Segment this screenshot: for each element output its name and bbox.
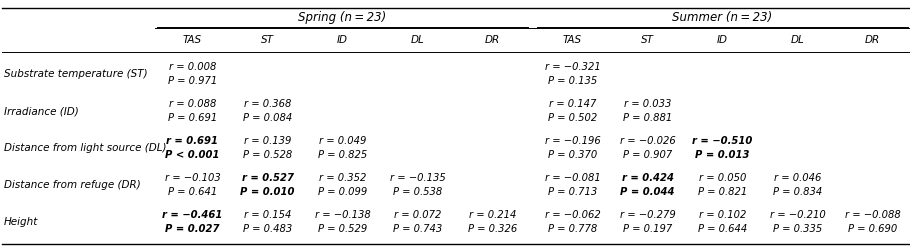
Text: Distance from light source (DL): Distance from light source (DL) <box>4 143 167 153</box>
Text: P = 0.084: P = 0.084 <box>243 113 292 123</box>
Text: r = 0.147: r = 0.147 <box>549 99 596 109</box>
Text: r = 0.050: r = 0.050 <box>699 173 746 183</box>
Text: P = 0.335: P = 0.335 <box>773 224 822 234</box>
Text: P < 0.001: P < 0.001 <box>166 150 219 160</box>
Text: Summer (n = 23): Summer (n = 23) <box>672 11 773 25</box>
Text: r = 0.424: r = 0.424 <box>622 173 673 183</box>
Text: r = 0.139: r = 0.139 <box>244 136 291 146</box>
Text: Substrate temperature (ST): Substrate temperature (ST) <box>4 69 147 79</box>
Text: P = 0.644: P = 0.644 <box>698 224 747 234</box>
Text: P = 0.881: P = 0.881 <box>622 113 672 123</box>
Text: ID: ID <box>337 35 348 45</box>
Text: r = 0.088: r = 0.088 <box>169 99 217 109</box>
Text: P = 0.971: P = 0.971 <box>167 76 217 86</box>
Text: r = 0.154: r = 0.154 <box>244 210 291 220</box>
Text: P = 0.538: P = 0.538 <box>393 187 442 197</box>
Text: r = 0.352: r = 0.352 <box>318 173 366 183</box>
Text: r = −0.196: r = −0.196 <box>544 136 601 146</box>
Text: P = 0.528: P = 0.528 <box>243 150 292 160</box>
Text: P = 0.529: P = 0.529 <box>318 224 367 234</box>
Text: P = 0.370: P = 0.370 <box>548 150 597 160</box>
Text: r = −0.138: r = −0.138 <box>315 210 370 220</box>
Text: r = 0.033: r = 0.033 <box>624 99 672 109</box>
Text: r = −0.062: r = −0.062 <box>544 210 601 220</box>
Text: Irradiance (ID): Irradiance (ID) <box>4 106 79 116</box>
Text: Distance from refuge (DR): Distance from refuge (DR) <box>4 180 141 190</box>
Text: DR: DR <box>485 35 501 45</box>
Text: ST: ST <box>641 35 654 45</box>
Text: P = 0.483: P = 0.483 <box>243 224 292 234</box>
Text: r = −0.461: r = −0.461 <box>162 210 223 220</box>
Text: TAS: TAS <box>183 35 202 45</box>
Text: ID: ID <box>717 35 728 45</box>
Text: P = 0.641: P = 0.641 <box>167 187 217 197</box>
Text: DR: DR <box>864 35 880 45</box>
Text: r = −0.510: r = −0.510 <box>693 136 753 146</box>
Text: Height: Height <box>4 217 38 227</box>
Text: P = 0.713: P = 0.713 <box>548 187 597 197</box>
Text: DL: DL <box>791 35 804 45</box>
Text: r = −0.103: r = −0.103 <box>165 173 220 183</box>
Text: TAS: TAS <box>563 35 582 45</box>
Text: P = 0.502: P = 0.502 <box>548 113 597 123</box>
Text: r = −0.279: r = −0.279 <box>620 210 675 220</box>
Text: P = 0.778: P = 0.778 <box>548 224 597 234</box>
Text: r = 0.008: r = 0.008 <box>169 62 217 72</box>
Text: P = 0.825: P = 0.825 <box>318 150 367 160</box>
Text: P = 0.197: P = 0.197 <box>622 224 672 234</box>
Text: r = −0.088: r = −0.088 <box>844 210 900 220</box>
Text: P = 0.013: P = 0.013 <box>695 150 750 160</box>
Text: P = 0.834: P = 0.834 <box>773 187 822 197</box>
Text: r = −0.321: r = −0.321 <box>544 62 601 72</box>
Text: P = 0.027: P = 0.027 <box>166 224 219 234</box>
Text: r = −0.210: r = −0.210 <box>770 210 825 220</box>
Text: P = 0.044: P = 0.044 <box>621 187 674 197</box>
Text: r = −0.135: r = −0.135 <box>389 173 445 183</box>
Text: r = 0.214: r = 0.214 <box>469 210 516 220</box>
Text: r = 0.527: r = 0.527 <box>241 173 294 183</box>
Text: r = 0.072: r = 0.072 <box>394 210 441 220</box>
Text: r = −0.026: r = −0.026 <box>620 136 675 146</box>
Text: P = 0.743: P = 0.743 <box>393 224 442 234</box>
Text: P = 0.326: P = 0.326 <box>468 224 517 234</box>
Text: Spring (n = 23): Spring (n = 23) <box>298 11 387 25</box>
Text: r = 0.046: r = 0.046 <box>774 173 821 183</box>
Text: r = 0.368: r = 0.368 <box>244 99 291 109</box>
Text: P = 0.099: P = 0.099 <box>318 187 367 197</box>
Text: P = 0.821: P = 0.821 <box>698 187 747 197</box>
Text: P = 0.907: P = 0.907 <box>622 150 672 160</box>
Text: r = 0.691: r = 0.691 <box>167 136 218 146</box>
Text: P = 0.691: P = 0.691 <box>167 113 217 123</box>
Text: r = −0.081: r = −0.081 <box>544 173 601 183</box>
Text: DL: DL <box>410 35 424 45</box>
Text: r = 0.049: r = 0.049 <box>318 136 366 146</box>
Text: r = 0.102: r = 0.102 <box>699 210 746 220</box>
Text: ST: ST <box>261 35 274 45</box>
Text: P = 0.690: P = 0.690 <box>848 224 897 234</box>
Text: P = 0.010: P = 0.010 <box>240 187 295 197</box>
Text: P = 0.135: P = 0.135 <box>548 76 597 86</box>
